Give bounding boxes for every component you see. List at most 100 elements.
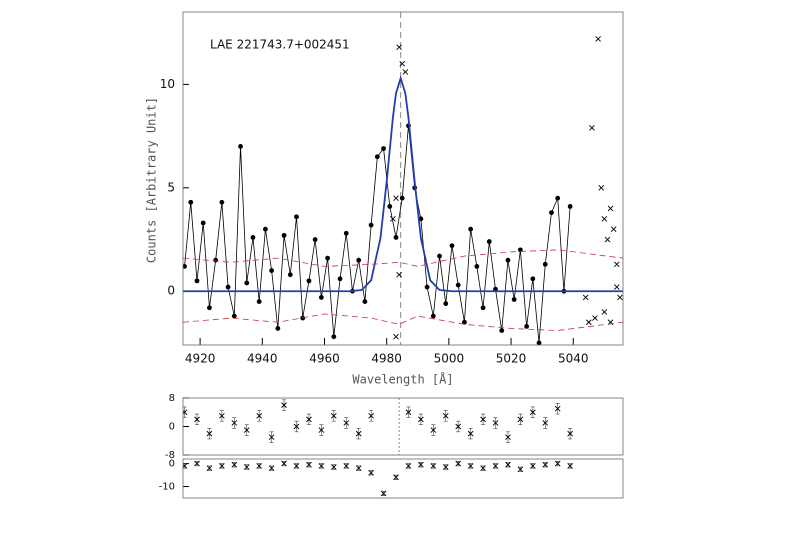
point [505,257,511,263]
cross-point [399,60,406,67]
point [219,199,225,205]
cross-point [330,412,337,419]
cross-point [281,460,287,467]
cross-point [231,461,238,468]
point [542,261,548,267]
cross-point [467,430,474,437]
point [183,264,187,269]
cross-point [442,412,449,419]
cross-point [598,184,605,191]
y-tick-label: 0 [167,284,175,298]
point [306,278,312,284]
cross-point [343,420,350,426]
cross-point [604,236,611,243]
cross-point [194,416,200,423]
point [567,204,573,209]
point [517,247,523,253]
cross-point [585,319,592,326]
point [318,295,324,300]
cross-point [613,261,620,268]
x-tick-label: 4980 [371,352,402,366]
cross-point [480,416,486,423]
cross-point [601,216,608,222]
point [437,253,442,259]
y-tick-label: -10 [159,482,175,493]
point [213,257,219,263]
frame [182,397,624,456]
cross-point [318,463,325,469]
point [549,210,554,216]
point [263,226,268,232]
cross-point [595,36,601,42]
cross-point [530,463,536,469]
cross-point [396,271,402,278]
cross-point [393,474,399,481]
cross-point [610,226,617,232]
cross-point [368,412,374,419]
cross-point [418,461,424,468]
series [183,313,623,331]
point [194,278,200,284]
point [343,230,349,236]
x-tick-label: 5000 [434,352,465,366]
cross-point [492,463,499,469]
point [325,255,330,261]
point [480,305,486,311]
point [250,235,256,240]
cross-point [442,464,449,470]
x-tick-label: 4960 [309,352,340,366]
cross-point [430,463,437,469]
cross-point [355,465,362,471]
point [424,284,430,290]
x-tick-label: 5020 [496,352,527,366]
point [312,237,318,242]
cross-point [505,461,511,468]
point [449,243,455,249]
cross-point [530,409,536,416]
cross-point [405,463,412,469]
cross-point [402,69,409,75]
cross-point [293,463,300,469]
cross-point [318,427,325,433]
cross-point [505,434,511,441]
cross-point [343,463,350,469]
cross-point [330,464,337,470]
point [238,144,243,149]
point [499,328,505,333]
fit-curve [183,75,623,293]
point [337,276,343,282]
point [256,299,262,304]
series [183,75,623,293]
point [275,326,281,331]
x-tick-label: 5040 [558,352,589,366]
point [530,276,536,282]
point [536,340,542,345]
cross-point [455,423,462,430]
cross-point [380,490,387,497]
cross-point [206,430,213,437]
cross-point [268,465,275,471]
cross-point [492,420,499,426]
cross-point [243,464,250,470]
noise-line [183,313,623,331]
point [443,301,449,307]
cross-point [480,465,486,471]
cross-point [183,463,188,469]
point [225,284,231,290]
cross-point [582,294,589,301]
point [393,235,399,240]
point [511,297,517,302]
point [207,305,212,311]
cross-point [219,463,225,469]
x-tick-label: 4920 [185,352,216,366]
y-axis-label: Counts [Arbitrary Unit] [145,97,159,263]
cross-point [567,430,573,437]
y-tick-label: -8 [165,450,175,461]
point [555,195,561,201]
cross-point [194,460,200,467]
cross-point [542,420,549,426]
point [294,214,299,220]
cross-point [396,44,402,50]
cross-point [601,309,608,315]
cross-point [281,402,287,408]
